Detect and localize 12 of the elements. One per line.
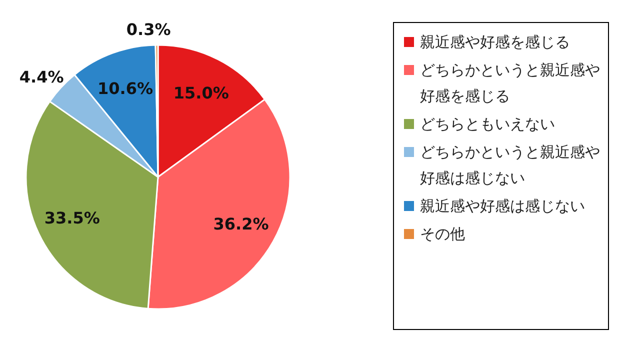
data-label: 10.6% (97, 78, 154, 98)
legend-label: 親近感や好感は感じない (420, 196, 585, 217)
legend-label: その他 (420, 224, 465, 245)
data-label: 15.0% (173, 83, 229, 102)
legend-label: 親近感や好感を感じる (420, 32, 570, 53)
data-label: 4.4% (19, 67, 64, 86)
data-label: 33.5% (44, 208, 100, 228)
data-label: 36.2% (213, 214, 269, 234)
legend-label: どちらかというと親近感や好感は感じない (420, 142, 601, 189)
legend-label: どちらかというと親近感や好感を感じる (420, 60, 601, 107)
data-label: 0.3% (126, 20, 171, 40)
legend-label: どちらともいえない (420, 114, 555, 135)
